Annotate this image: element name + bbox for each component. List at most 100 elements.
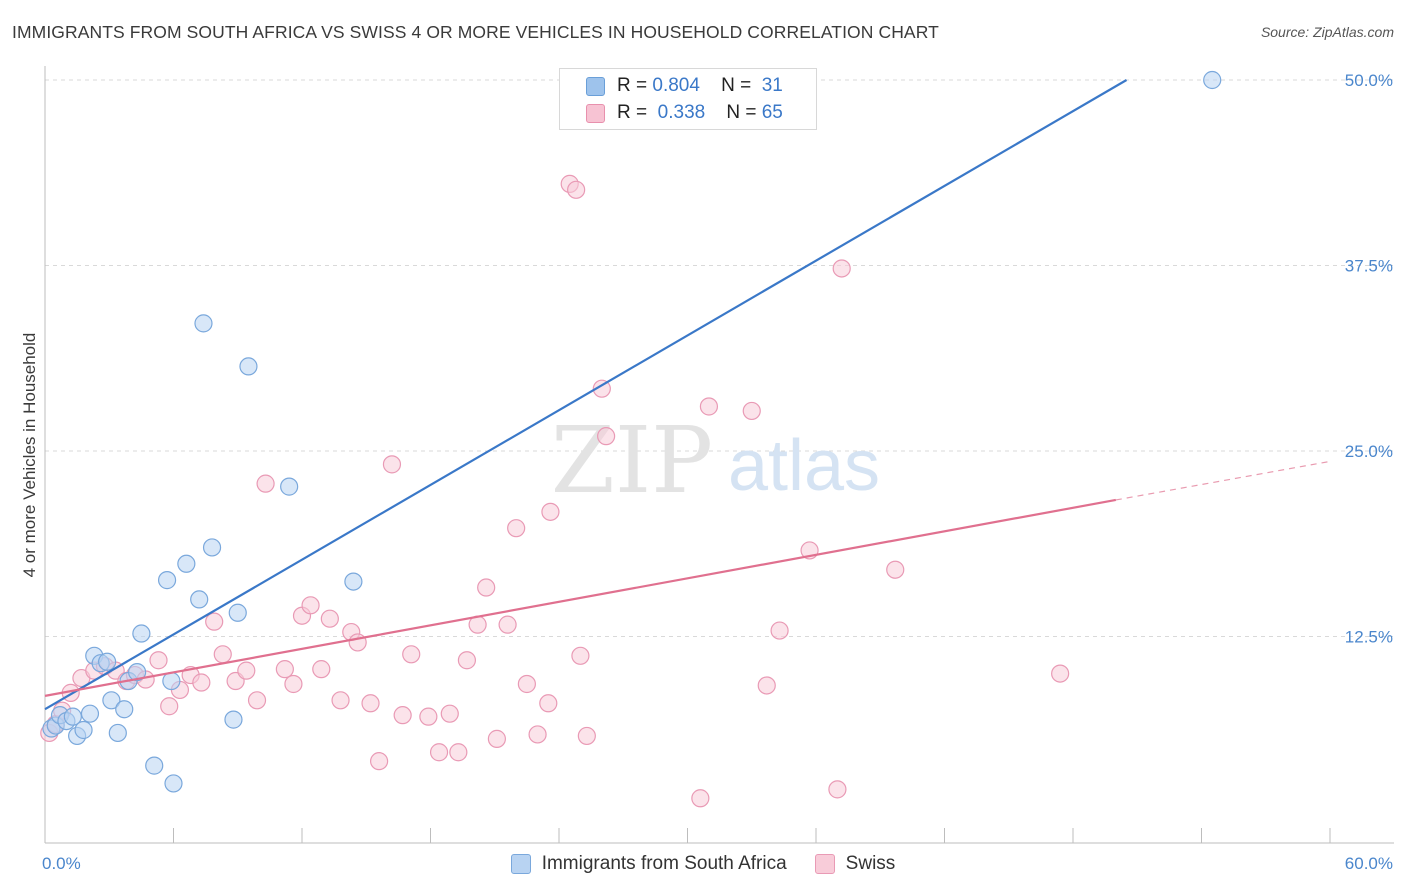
swiss-point-54 [592,379,611,398]
tick-labels: 12.5% 25.0% 37.5% 50.0% 0.0% 60.0% [42,71,1393,873]
swiss-point-58 [742,401,761,421]
south-africa-point-24 [202,538,222,557]
watermark: ZIP atlas [551,407,880,514]
axes [44,66,1394,844]
legend-n-value: 31 [761,75,783,96]
legend-r-value: 0.338 [657,102,706,123]
legend-n-value: 65 [761,102,783,123]
legend-row-swiss: R = 0.338 N = 65 [586,101,783,125]
south-africa-point-28 [280,477,299,496]
south-africa-point-13 [115,700,134,719]
trend-line-south-africa [44,79,1128,711]
swiss-point-60 [770,621,789,640]
swiss-point-42 [477,578,496,597]
south-africa-point-15 [127,663,147,682]
source-credit: Source: ZipAtlas.com [1260,24,1394,40]
swiss-point-49 [541,502,560,521]
south-africa-point-25 [224,710,243,729]
swiss-point-34 [393,706,412,725]
swiss-point-21 [256,474,275,493]
watermark-atlas: atlas [728,426,880,506]
swiss-point-40 [457,651,477,670]
legend-swatch-swiss [814,854,835,874]
legend-row-south-africa: R = 0.804 N = 31 [586,74,783,98]
legend-n-label: N = [721,75,752,96]
south-africa-point-6 [74,720,93,740]
south-africa-point-20 [164,774,183,793]
swiss-point-56 [691,789,710,808]
legend-r-value: 0.804 [652,75,700,96]
legend-r-label: R = [617,75,648,96]
legend-item-swiss[interactable]: Swiss [814,853,896,875]
south-africa-point-30 [1203,70,1222,90]
series-legend: Immigrants from South Africa Swiss [0,853,1406,875]
swiss-point-32 [370,752,389,771]
swiss-point-38 [440,704,459,723]
legend-label-swiss: Swiss [845,853,896,874]
swiss-point-26 [312,660,331,679]
swiss-point-52 [571,646,590,665]
south-africa-point-11 [102,691,121,710]
swiss-point-25 [301,596,320,615]
watermark-zip: ZIP [551,407,713,514]
swiss-point-23 [284,674,303,694]
south-africa-point-26 [228,603,247,622]
legend-swatch-south-africa [510,854,531,874]
swiss-point-39 [449,743,468,762]
swiss-point-64 [886,560,905,579]
trend-lines [44,79,1331,711]
legend-r-label: R = [617,102,648,123]
swiss-point-59 [757,676,776,695]
x-tick-label-max: 60.0% [1345,854,1393,873]
south-africa-point-21 [177,554,196,573]
swiss-point-47 [528,725,547,744]
legend-n-label: N = [726,102,757,123]
legend-swatch-swiss [586,103,605,123]
y-tick-label-1: 25.0% [1345,442,1393,461]
south-africa-point-19 [162,671,181,691]
swiss-point-46 [517,674,536,694]
correlation-legend: R = 0.804 N = 31 R = 0.338 N = 65 [559,68,817,130]
swiss-point-53 [577,726,596,746]
swiss-point-55 [597,427,616,446]
swiss-point-51 [567,180,586,199]
swiss-point-15 [192,673,211,692]
south-africa-point-22 [190,590,209,609]
y-tick-label-0: 12.5% [1345,628,1393,647]
swiss-point-20 [247,691,267,710]
south-africa-point-10 [98,652,117,671]
trend-line-swiss-extension [1115,460,1331,501]
trend-line-swiss [44,498,1117,697]
south-africa-point-4 [63,707,82,726]
swiss-point-44 [498,615,517,634]
south-africa-point-7 [80,704,100,723]
south-africa-points [42,70,1222,793]
south-africa-point-18 [157,571,177,590]
swiss-point-28 [331,691,350,710]
legend-swatch-south-africa [586,76,605,96]
swiss-point-43 [487,729,506,748]
legend-item-south-africa[interactable]: Immigrants from South Africa [510,853,787,875]
chart-title: IMMIGRANTS FROM SOUTH AFRICA VS SWISS 4 … [12,22,939,42]
swiss-point-36 [419,707,438,726]
y-tick-label-2: 37.5% [1345,257,1393,276]
swiss-point-63 [832,259,851,278]
south-africa-point-23 [194,314,213,333]
swiss-point-33 [382,455,402,474]
swiss-point-37 [429,743,449,762]
swiss-point-19 [237,661,256,680]
swiss-point-12 [160,697,179,716]
swiss-point-35 [402,645,421,664]
swiss-point-57 [699,397,719,416]
x-tick-label-min: 0.0% [42,854,81,873]
legend-label-south-africa: Immigrants from South Africa [541,853,787,874]
south-africa-point-27 [239,357,258,376]
south-africa-point-16 [132,624,151,643]
swiss-point-45 [507,519,526,538]
swiss-point-62 [828,780,847,799]
south-africa-point-17 [145,756,164,775]
swiss-point-16 [205,612,224,631]
swiss-point-31 [361,694,380,713]
swiss-point-22 [275,660,294,679]
